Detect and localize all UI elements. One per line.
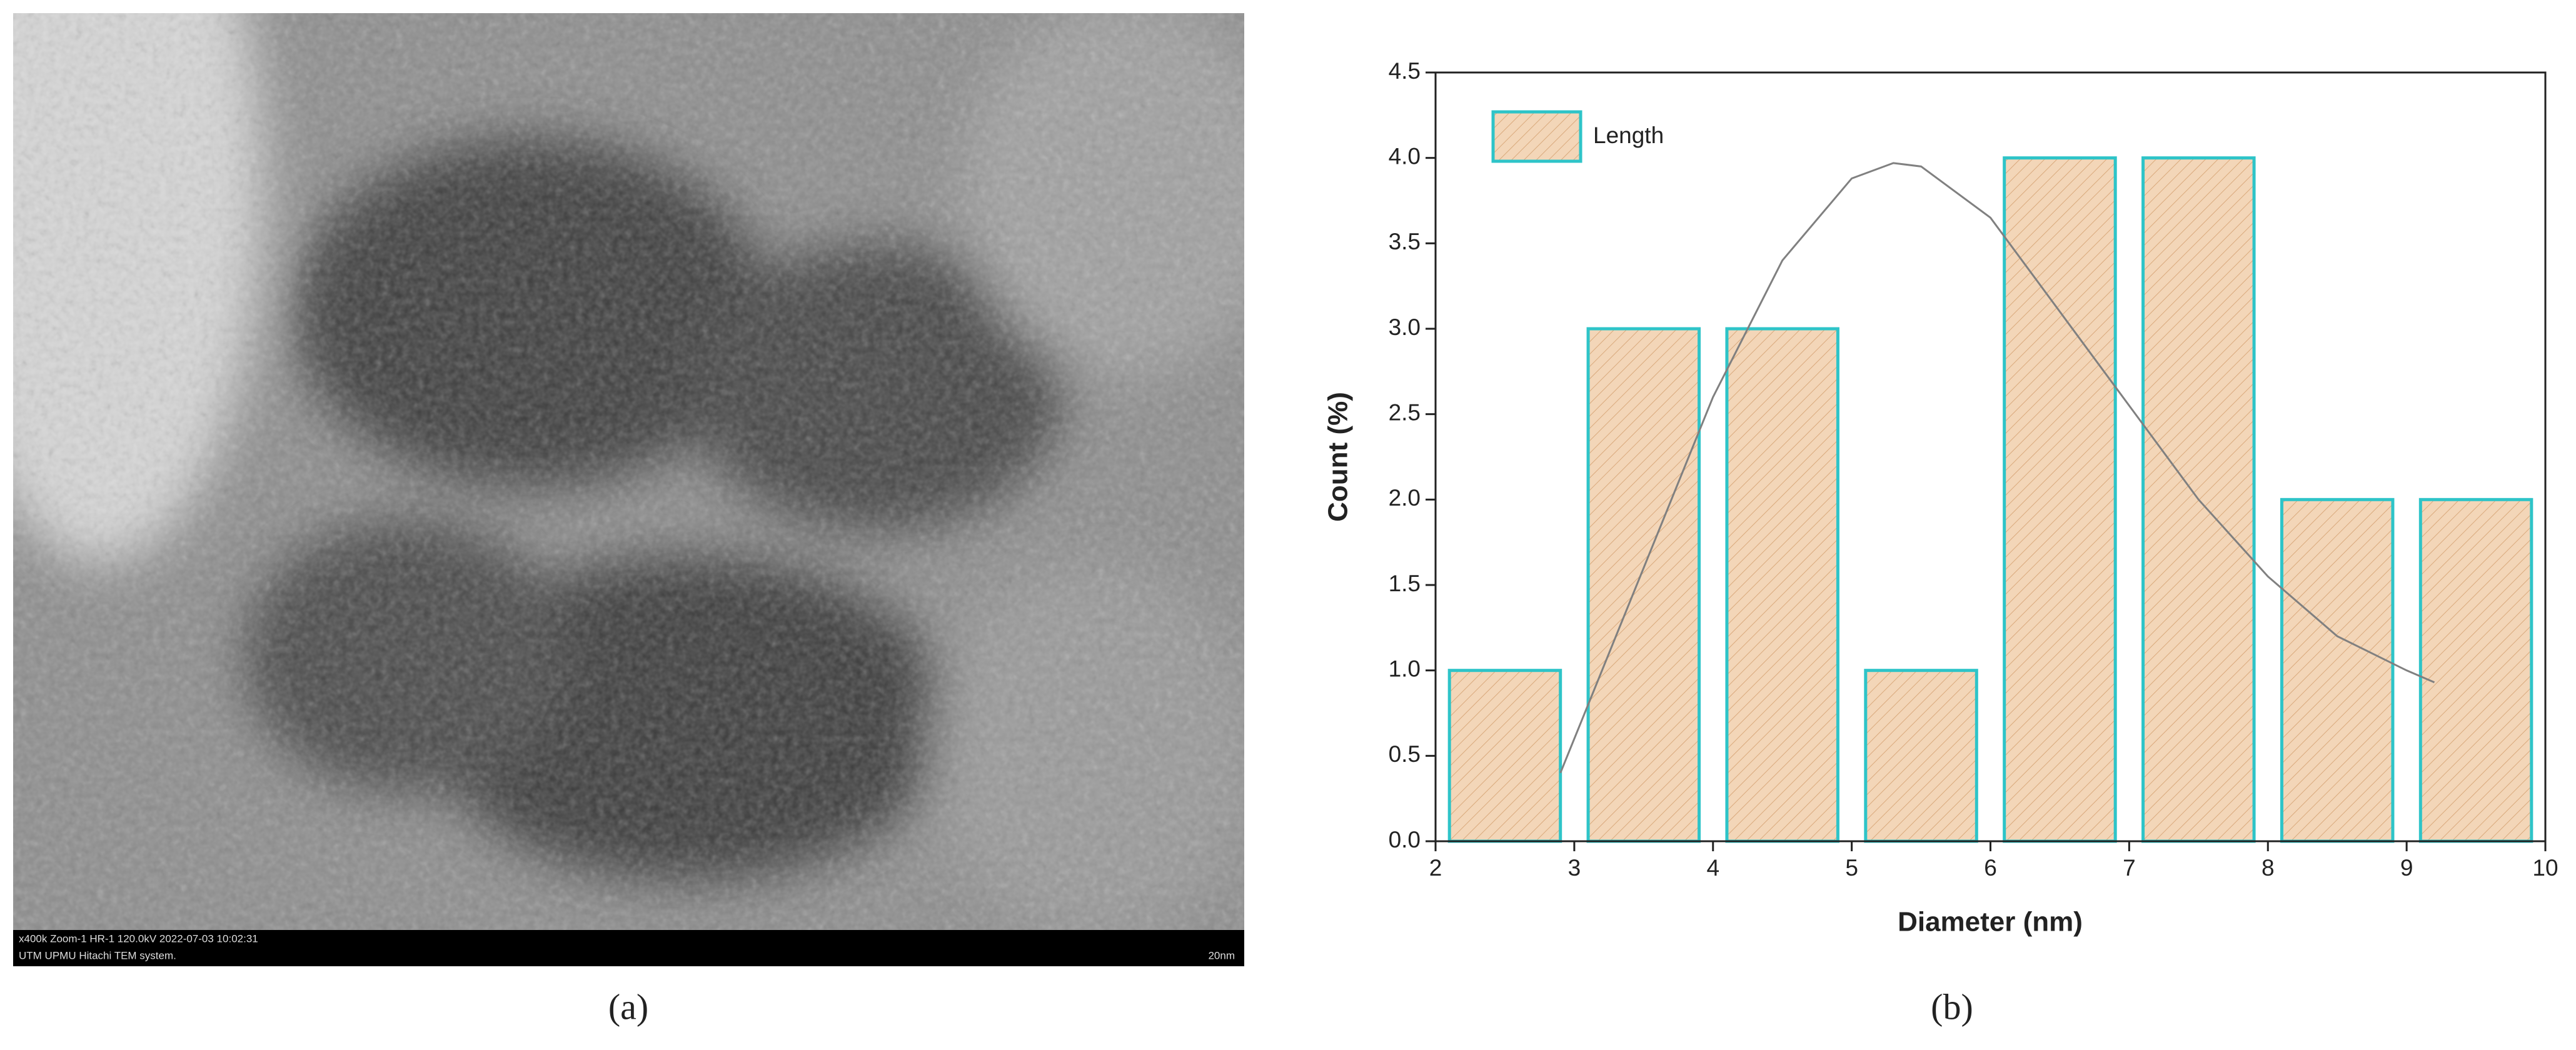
x-tick-label: 7 <box>2123 855 2136 881</box>
bar <box>1725 327 1839 843</box>
bar <box>1447 669 1562 843</box>
y-tick-label: 1.5 <box>1389 571 1421 596</box>
image-info: x400k Zoom-1 HR-1 120.0kV 2022-07-03 10:… <box>19 932 258 944</box>
bar <box>1864 669 1978 843</box>
x-tick-label: 10 <box>2532 855 2558 881</box>
y-axis-label: Count (%) <box>1323 392 1354 522</box>
y-tick-label: 4.0 <box>1389 143 1421 169</box>
bar <box>2280 498 2395 843</box>
x-tick-label: 2 <box>1429 855 1442 881</box>
image-info: UTM UPMU Hitachi TEM system. <box>19 949 176 961</box>
bar <box>2418 498 2533 843</box>
y-tick-label: 3.5 <box>1389 229 1421 254</box>
x-tick-label: 6 <box>1984 855 1997 881</box>
x-axis-label: Diameter (nm) <box>1898 907 2083 938</box>
y-tick-label: 1.0 <box>1389 656 1421 681</box>
x-tick-label: 4 <box>1706 855 1719 881</box>
y-tick-label: 3.0 <box>1389 314 1421 340</box>
x-tick-label: 8 <box>2262 855 2275 881</box>
x-tick-label: 5 <box>1845 855 1858 881</box>
panel-label: (a) <box>608 986 648 1027</box>
panel-label: (b) <box>1931 986 1973 1027</box>
tem-image: x400k Zoom-1 HR-1 120.0kV 2022-07-03 10:… <box>13 13 1244 966</box>
y-tick-label: 4.5 <box>1389 58 1421 84</box>
bar <box>1586 327 1701 843</box>
x-tick-label: 3 <box>1568 855 1581 881</box>
y-tick-label: 2.0 <box>1389 485 1421 511</box>
fit-curve <box>1559 162 2435 774</box>
x-tick-label: 9 <box>2400 855 2413 881</box>
legend-label: Length <box>1593 122 1664 148</box>
y-tick-label: 0.5 <box>1389 741 1421 767</box>
scale-bar-label: 20nm <box>1208 949 1235 961</box>
y-tick-label: 0.0 <box>1389 827 1421 852</box>
legend-swatch <box>1491 110 1582 163</box>
y-tick-label: 2.5 <box>1389 399 1421 425</box>
